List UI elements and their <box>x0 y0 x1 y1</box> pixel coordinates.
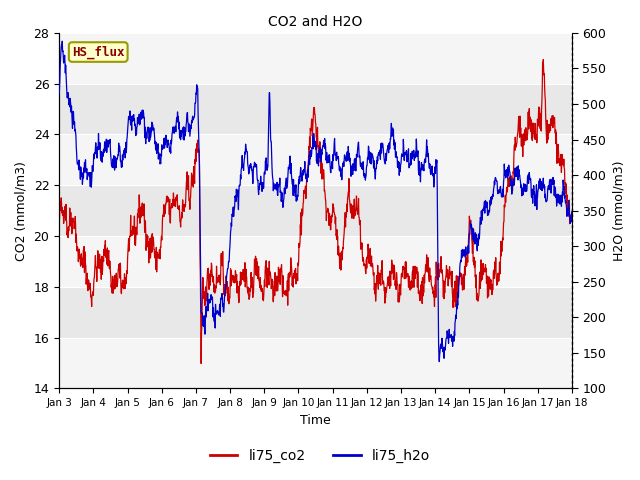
Bar <box>59 236 572 287</box>
Bar <box>59 33 572 84</box>
Bar <box>59 134 572 185</box>
Title: CO2 and H2O: CO2 and H2O <box>268 15 363 29</box>
Y-axis label: H2O (mmol/m3): H2O (mmol/m3) <box>612 160 625 261</box>
X-axis label: Time: Time <box>300 414 331 427</box>
Y-axis label: CO2 (mmol/m3): CO2 (mmol/m3) <box>15 161 28 261</box>
Legend: li75_co2, li75_h2o: li75_co2, li75_h2o <box>204 443 436 468</box>
Bar <box>59 337 572 388</box>
Text: HS_flux: HS_flux <box>72 46 124 59</box>
